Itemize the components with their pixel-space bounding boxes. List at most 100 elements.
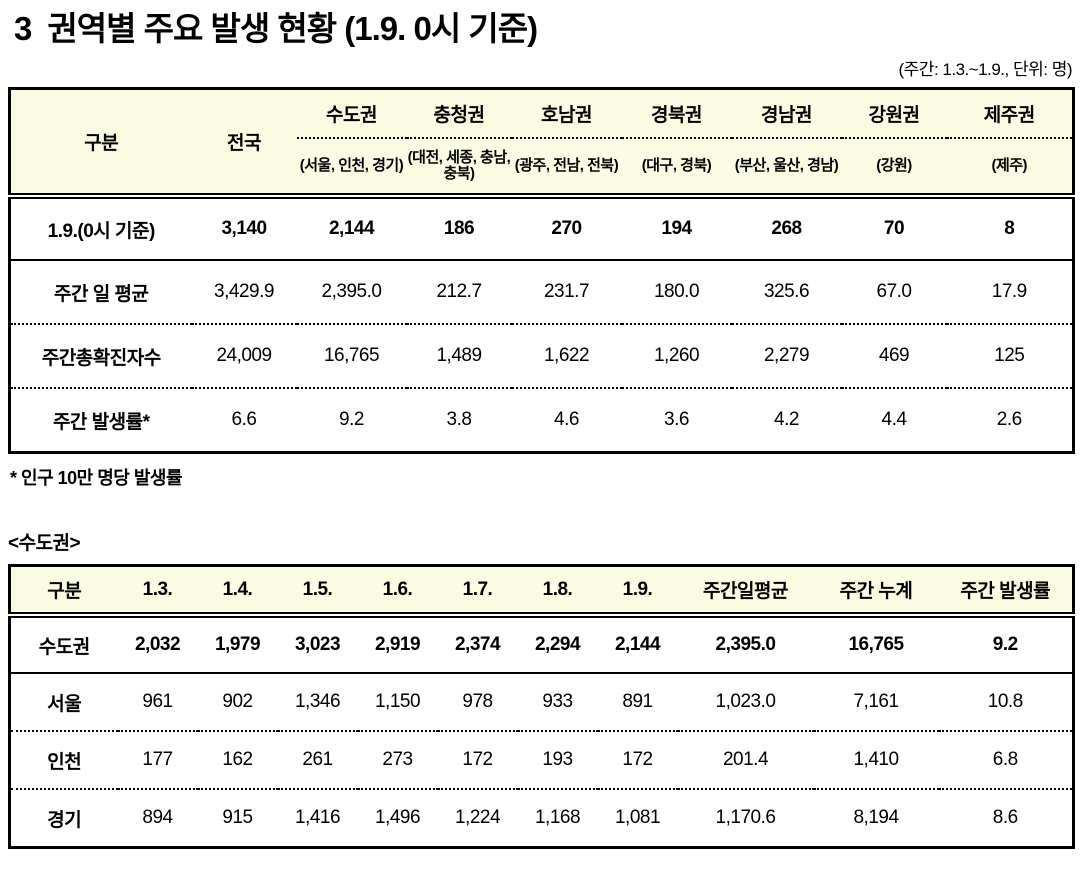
sudogwon-column-header: 1.4. bbox=[197, 565, 278, 619]
regional-value-cell: 180.0 bbox=[621, 260, 732, 326]
regional-value-cell: 1,260 bbox=[621, 324, 732, 390]
regional-data-row: 1.9.(0시 기준) 3,140 2,144 186 270 194 268 70 8 bbox=[9, 196, 1074, 262]
sudogwon-value-cell: 273 bbox=[357, 731, 438, 791]
sudogwon-value-cell: 915 bbox=[222, 807, 253, 829]
regional-value-cell: 469 bbox=[841, 324, 947, 390]
regional-value-cell: 231.7 bbox=[511, 260, 622, 326]
sudogwon-column-header: 주간 발생률 bbox=[938, 565, 1074, 619]
sudogwon-table-body: 수도권 2,032 1,979 3,023 2,919 2,374 2,294 2,144 2,… bbox=[9, 615, 1074, 847]
sudogwon-column-header: 1.6. bbox=[357, 565, 438, 619]
regional-value-cell: 186 bbox=[406, 196, 512, 262]
regional-value-cell: 70 bbox=[841, 196, 947, 262]
regional-value-cell: 4.6 bbox=[554, 409, 579, 431]
sudogwon-value-cell: 1,170.6 bbox=[715, 807, 776, 829]
regional-value-cell: 4.2 bbox=[774, 409, 799, 431]
regional-value-cell: 270 bbox=[511, 196, 622, 262]
regional-value-cell: 6.6 bbox=[231, 409, 257, 431]
regional-value-cell: 3,140 bbox=[191, 196, 297, 262]
sudogwon-value-cell: 933 bbox=[517, 673, 598, 733]
regional-value-cell: 24,009 bbox=[191, 324, 297, 390]
regional-value-cell: 1,622 bbox=[511, 324, 622, 390]
regional-value-cell: 1,489 bbox=[406, 324, 512, 390]
sudogwon-row-label: 인천 bbox=[9, 731, 118, 791]
sudogwon-value-cell: 1,081 bbox=[614, 807, 661, 829]
incidence-footnote: * 인구 10만 명당 발생률 bbox=[10, 467, 183, 488]
regional-row-label: 주간 발생률* bbox=[52, 411, 150, 433]
sudogwon-value-cell: 8,194 bbox=[853, 807, 899, 829]
sudogwon-column-header: 주간일평균 bbox=[677, 565, 814, 619]
sudogwon-value-cell: 1,150 bbox=[357, 673, 438, 733]
regional-row-label: 1.9.(0시 기준) bbox=[9, 196, 192, 262]
sudogwon-value-cell: 2,032 bbox=[117, 615, 198, 675]
region-name-header: 경남권 bbox=[731, 88, 842, 140]
regional-value-cell: 2.6 bbox=[996, 409, 1022, 431]
regional-data-row: 주간 일 평균 3,429.9 2,395.0 212.7 231.7 180.0 325.… bbox=[9, 260, 1074, 326]
region-sub-header: (부산, 울산, 경남) bbox=[731, 138, 842, 200]
sudogwon-value-cell: 2,144 bbox=[597, 615, 678, 675]
regional-row-label: 주간 일 평균 bbox=[9, 260, 192, 326]
sudogwon-data-row: 서울 961 902 1,346 1,150 978 933 891 1,023.0 7,161 1… bbox=[9, 673, 1074, 733]
region-name-header: 충청권 bbox=[406, 88, 512, 140]
regional-corner-header-1: 전국 bbox=[191, 88, 297, 200]
sudogwon-value-cell: 1,168 bbox=[534, 807, 581, 829]
regional-value-cell: 8 bbox=[946, 196, 1074, 262]
regional-corner-header-0: 구분 bbox=[9, 88, 192, 200]
sudogwon-data-row: 경기 894 915 1,416 1,496 1,224 1,168 1,081 1,170.6… bbox=[10, 789, 1074, 847]
region-name-header: 호남권 bbox=[511, 88, 622, 140]
sudogwon-value-cell: 1,410 bbox=[813, 731, 939, 791]
sudogwon-value-cell: 1,023.0 bbox=[677, 673, 814, 733]
sudogwon-value-cell: 1,224 bbox=[454, 807, 501, 829]
sudogwon-value-cell: 1,346 bbox=[277, 673, 358, 733]
sudogwon-value-cell: 16,765 bbox=[813, 615, 939, 675]
sudogwon-row-label: 수도권 bbox=[9, 615, 118, 675]
region-sub-header: (대전, 세종, 충남, 충북) bbox=[406, 138, 512, 200]
regional-table-head: 구분 전국 수도권 충청권 호남권 경북권 경남권 강원권 제주권 (서울, 인천, 경기) (대전… bbox=[9, 88, 1074, 200]
sudogwon-value-cell: 8.6 bbox=[992, 807, 1018, 829]
regional-value-cell: 125 bbox=[946, 324, 1074, 390]
sudogwon-value-cell: 10.8 bbox=[938, 673, 1074, 733]
regional-header-row-2: (서울, 인천, 경기) (대전, 세종, 충남, 충북) (광주, 전남, 전북)… bbox=[10, 138, 1074, 200]
regional-value-cell: 212.7 bbox=[406, 260, 512, 326]
region-sub-header: (강원) bbox=[841, 138, 947, 200]
sudogwon-column-header: 주간 누계 bbox=[813, 565, 939, 619]
sudogwon-value-cell: 891 bbox=[597, 673, 678, 733]
sudogwon-value-cell: 9.2 bbox=[938, 615, 1074, 675]
sudogwon-data-row: 인천 177 162 261 273 172 193 172 201.4 1,410 6.8 bbox=[9, 731, 1074, 791]
page-title: 3 권역별 주요 발생 현황 (1.9. 0시 기준) bbox=[0, 0, 1080, 48]
regional-value-cell: 3.6 bbox=[664, 409, 689, 431]
sudogwon-value-cell: 2,395.0 bbox=[677, 615, 814, 675]
regional-header-row-1: 구분 전국 수도권 충청권 호남권 경북권 경남권 강원권 제주권 bbox=[9, 88, 1074, 200]
regional-value-cell: 16,765 bbox=[296, 324, 407, 390]
region-name-header: 수도권 bbox=[296, 88, 407, 140]
sudogwon-value-cell: 193 bbox=[517, 731, 598, 791]
title-number: 3 bbox=[14, 10, 32, 47]
sudogwon-column-header: 구분 bbox=[9, 565, 118, 619]
sudogwon-value-cell: 261 bbox=[277, 731, 358, 791]
regional-row-label: 주간총확진자수 bbox=[9, 324, 192, 390]
sudogwon-value-cell: 1,416 bbox=[294, 807, 341, 829]
sudogwon-column-header: 1.5. bbox=[277, 565, 358, 619]
sudogwon-value-cell: 1,979 bbox=[197, 615, 278, 675]
sudogwon-table-head: 구분 1.3. 1.4. 1.5. 1.6. 1.7. 1.8. 1.9. 주간일평균 주간 누계… bbox=[9, 565, 1074, 619]
regional-value-cell: 3.8 bbox=[446, 409, 472, 431]
regional-data-row: 주간총확진자수 24,009 16,765 1,489 1,622 1,260 2,279 4… bbox=[9, 324, 1074, 390]
regional-value-cell: 2,395.0 bbox=[296, 260, 407, 326]
sudogwon-value-cell: 162 bbox=[197, 731, 278, 791]
regional-table-body: 1.9.(0시 기준) 3,140 2,144 186 270 194 268 70 8 주간 일… bbox=[9, 196, 1074, 452]
region-sub-header: (광주, 전남, 전북) bbox=[511, 138, 622, 200]
regional-value-cell: 194 bbox=[621, 196, 732, 262]
sudogwon-value-cell: 2,294 bbox=[517, 615, 598, 675]
region-name-header: 강원권 bbox=[841, 88, 947, 140]
sudogwon-value-cell: 978 bbox=[437, 673, 518, 733]
regional-value-cell: 268 bbox=[731, 196, 842, 262]
sudogwon-row-label: 서울 bbox=[9, 673, 118, 733]
sudogwon-section-label: <수도권> bbox=[8, 532, 81, 554]
regional-data-row: 주간 발생률* 6.6 9.2 3.8 4.6 3.6 4.2 4.4 2.6 bbox=[10, 388, 1074, 452]
regional-value-cell: 17.9 bbox=[946, 260, 1074, 326]
sudogwon-row-label: 경기 bbox=[47, 809, 82, 831]
sudogwon-value-cell: 1,496 bbox=[374, 807, 421, 829]
sudogwon-value-cell: 201.4 bbox=[677, 731, 814, 791]
regional-value-cell: 9.2 bbox=[339, 409, 364, 431]
title-text: 권역별 주요 발생 현황 (1.9. 0시 기준) bbox=[47, 10, 538, 47]
